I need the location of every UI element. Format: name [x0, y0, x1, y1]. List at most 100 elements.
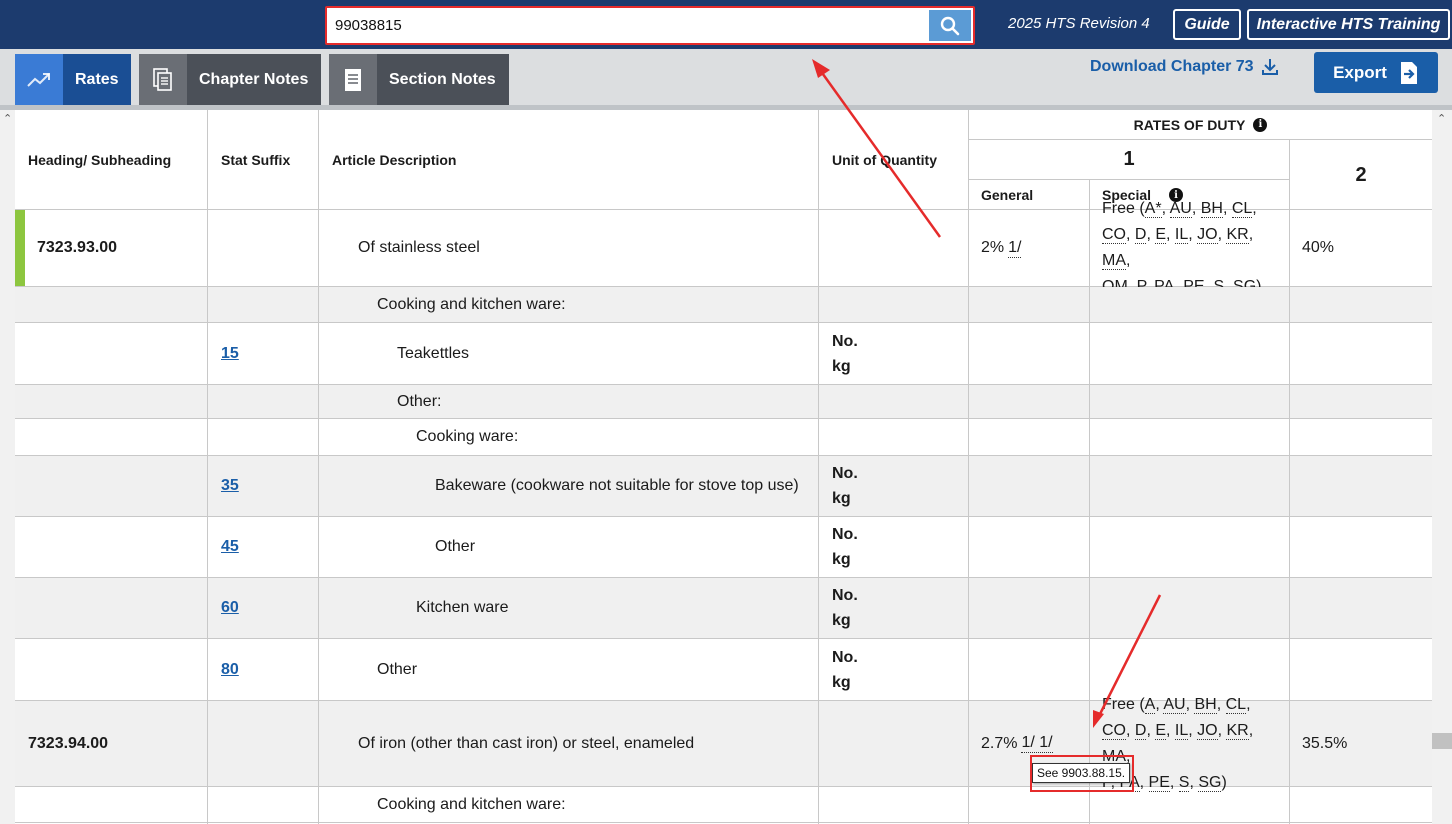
- special-code[interactable]: BH: [1200, 200, 1223, 218]
- special-code[interactable]: IL: [1174, 721, 1189, 740]
- info-icon[interactable]: i: [1169, 188, 1184, 202]
- annotation-highlight-box: [1030, 755, 1134, 792]
- column-2-rate: 40%: [1302, 239, 1335, 256]
- article-description: Cooking ware:: [416, 428, 519, 445]
- footnote-link[interactable]: 1/: [1008, 238, 1022, 258]
- special-code[interactable]: KR: [1226, 721, 1249, 740]
- special-code[interactable]: PE: [1148, 773, 1170, 792]
- special-header: Special i: [1102, 180, 1184, 210]
- special-rate: Free (A*, AU, BH, CL, CO, D, E, IL, JO, K…: [1102, 200, 1282, 296]
- unit-of-quantity: No. kg: [832, 517, 858, 577]
- column-divider: [1089, 210, 1090, 824]
- col-suffix-header: Stat Suffix: [221, 151, 291, 168]
- special-code[interactable]: CL: [1231, 200, 1253, 218]
- search-button[interactable]: [929, 10, 971, 41]
- special-code[interactable]: P: [1136, 278, 1146, 296]
- article-description: Of iron (other than cast iron) or steel,…: [358, 734, 695, 752]
- stat-suffix[interactable]: 45: [221, 538, 239, 555]
- col-description-header: Article Description: [332, 151, 457, 168]
- special-rate-line: Free (A*, AU, BH, CL, CO, D, E, IL, JO, K…: [1102, 196, 1282, 300]
- article-description: Other: [435, 538, 476, 555]
- stat-suffix-link[interactable]: 35: [221, 456, 239, 516]
- right-scrollbar[interactable]: ⌃: [1432, 110, 1452, 824]
- article-description: Teakettles: [397, 344, 470, 362]
- special-code[interactable]: D: [1134, 226, 1147, 244]
- unit: kg: [832, 490, 851, 507]
- search-input[interactable]: [329, 10, 929, 41]
- general-rate: 2% 1/: [981, 210, 1022, 286]
- scroll-up-arrow-icon[interactable]: ⌃: [3, 113, 13, 125]
- special-code[interactable]: SG: [1198, 773, 1222, 792]
- search-box: [325, 6, 975, 45]
- left-scrollbar[interactable]: ⌃: [0, 110, 15, 824]
- export-button[interactable]: Export: [1314, 52, 1438, 93]
- general-header: General: [981, 187, 1034, 203]
- tab-chapter-notes[interactable]: Chapter Notes: [139, 54, 321, 105]
- unit: No.: [832, 332, 858, 350]
- special-prefix: Free (: [1102, 200, 1145, 217]
- heading-number: 7323.94.00: [28, 734, 109, 752]
- stat-suffix[interactable]: 15: [221, 344, 239, 362]
- documents-icon: [139, 54, 187, 105]
- heading-number: 7323.93.00: [37, 239, 118, 256]
- training-button[interactable]: Interactive HTS Training: [1247, 9, 1450, 40]
- col-unit-header: Unit of Quantity: [832, 151, 937, 168]
- tab-rates[interactable]: Rates: [15, 54, 131, 105]
- special-code[interactable]: S: [1178, 773, 1190, 792]
- stat-suffix-link[interactable]: 15: [221, 323, 239, 384]
- special-code[interactable]: CO: [1102, 226, 1126, 244]
- table-header: Heading/ Subheading Stat Suffix Article …: [15, 110, 1432, 210]
- info-icon[interactable]: i: [1253, 117, 1268, 132]
- col-2-header: 2: [1355, 163, 1367, 186]
- special-code[interactable]: MA: [1102, 252, 1126, 270]
- stat-suffix[interactable]: 35: [221, 477, 239, 494]
- unit: No.: [832, 465, 858, 482]
- special-code[interactable]: CO: [1102, 721, 1126, 740]
- special-code[interactable]: IL: [1174, 226, 1189, 244]
- stat-suffix-link[interactable]: 80: [221, 639, 239, 700]
- article-description: Cooking and kitchen ware:: [377, 795, 566, 813]
- rates-of-duty-header: RATES OF DUTY i: [969, 110, 1432, 140]
- special-code[interactable]: JO: [1197, 226, 1218, 244]
- document-icon: [329, 54, 377, 105]
- footnote-tooltip: See 9903.88.15.: [1032, 763, 1131, 783]
- stat-suffix-link[interactable]: 45: [221, 517, 239, 577]
- special-code[interactable]: KR: [1226, 226, 1249, 244]
- stat-suffix[interactable]: 60: [221, 599, 239, 616]
- special-prefix: Free (: [1102, 695, 1145, 713]
- special-code[interactable]: BH: [1194, 695, 1217, 714]
- special-code[interactable]: A: [1144, 695, 1156, 714]
- tab-label: Rates: [75, 70, 119, 88]
- column-divider: [818, 110, 819, 824]
- special-code[interactable]: S: [1213, 278, 1225, 296]
- download-chapter-link[interactable]: Download Chapter 73: [1090, 58, 1278, 76]
- scroll-up-arrow-icon[interactable]: ⌃: [1437, 113, 1447, 125]
- special-code[interactable]: JO: [1197, 721, 1218, 740]
- special-code[interactable]: D: [1134, 721, 1147, 740]
- special-code[interactable]: AU: [1169, 200, 1192, 218]
- special-code[interactable]: E: [1155, 721, 1167, 740]
- unit-of-quantity: No. kg: [832, 639, 858, 700]
- unit-of-quantity: No. kg: [832, 578, 858, 638]
- guide-button[interactable]: Guide: [1173, 9, 1241, 40]
- download-label: Download Chapter 73: [1090, 58, 1254, 75]
- scrollbar-thumb[interactable]: [1432, 733, 1452, 749]
- tab-section-notes[interactable]: Section Notes: [329, 54, 509, 105]
- table-row: Cooking and kitchen ware:: [15, 787, 1432, 823]
- export-file-icon: [1400, 61, 1417, 84]
- tariff-table: Heading/ Subheading Stat Suffix Article …: [15, 110, 1432, 824]
- article-description: Bakeware (cookware not suitable for stov…: [435, 477, 799, 494]
- tab-label: Section Notes: [389, 70, 496, 88]
- footnote-link[interactable]: 1/ 1/: [1021, 734, 1053, 753]
- special-code[interactable]: E: [1155, 226, 1167, 244]
- article-description: Other: [377, 660, 418, 678]
- special-code[interactable]: A*: [1144, 200, 1162, 218]
- table-row: Other:: [15, 385, 1432, 419]
- special-code[interactable]: AU: [1163, 695, 1186, 714]
- column-divider: [1289, 210, 1290, 824]
- stat-suffix[interactable]: 80: [221, 660, 239, 678]
- special-code[interactable]: CL: [1225, 695, 1247, 714]
- stat-suffix-link[interactable]: 60: [221, 578, 239, 638]
- table-row: 35 Bakeware (cookware not suitable for s…: [15, 456, 1432, 517]
- unit: kg: [832, 357, 851, 375]
